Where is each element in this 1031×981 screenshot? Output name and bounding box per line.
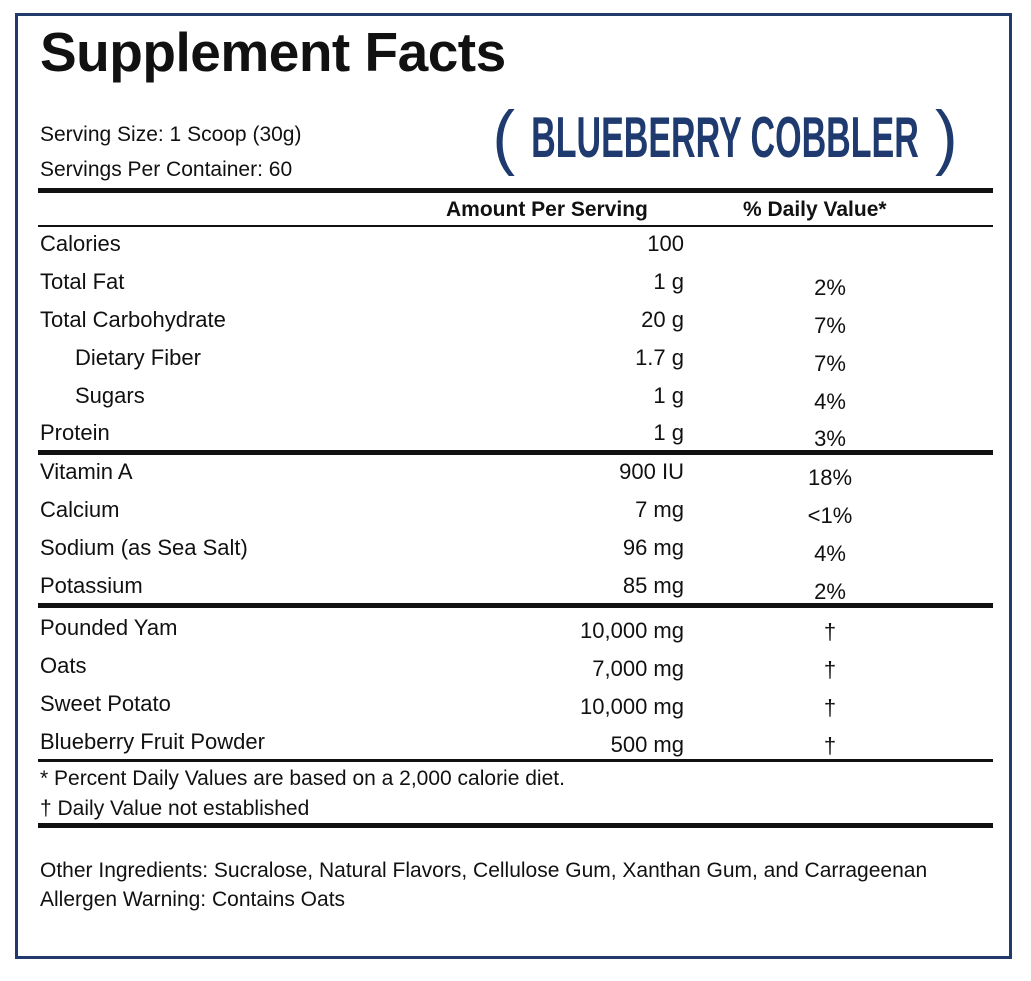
nutrient-amount: 1 g <box>653 269 684 294</box>
flavor-close-paren: ) <box>934 97 958 177</box>
divider-header <box>38 225 993 227</box>
serving-size: Serving Size: 1 Scoop (30g) <box>40 123 302 146</box>
ingredient-dv: † <box>823 619 837 644</box>
divider-minerals <box>38 603 993 608</box>
nutrient-row: Potassium 85 mg 2% <box>0 573 1031 604</box>
amount-header: Amount Per Serving <box>446 198 648 221</box>
ingredient-row: Blueberry Fruit Powder 500 mg † <box>0 729 1031 759</box>
nutrient-label: Potassium <box>40 573 143 598</box>
ingredient-amount: 7,000 mg <box>592 656 684 681</box>
nutrient-row: Total Fat 1 g 2% <box>0 269 1031 300</box>
flavor-badge: ( BLUEBERRY COBBLER ) <box>492 92 957 182</box>
nutrient-label: Vitamin A <box>40 459 133 484</box>
nutrient-row: Sugars 1 g 4% <box>0 383 1031 414</box>
nutrient-dv: 7% <box>814 351 846 376</box>
divider-bottom <box>38 823 993 828</box>
nutrient-label: Calories <box>40 231 121 256</box>
ingredient-amount: 500 mg <box>610 732 684 757</box>
ingredient-dv: † <box>823 695 837 720</box>
nutrient-row: Calcium 7 mg <1% <box>0 497 1031 528</box>
allergen-warning: Allergen Warning: Contains Oats <box>40 888 346 911</box>
flavor-open-paren: ( <box>492 97 516 177</box>
divider-macros <box>38 450 993 455</box>
nutrient-dv: 7% <box>814 313 846 338</box>
ingredient-label: Pounded Yam <box>40 615 178 640</box>
nutrient-label: Protein <box>40 420 110 445</box>
servings-per-container: Servings Per Container: 60 <box>40 158 293 181</box>
ingredient-row: Sweet Potato 10,000 mg † <box>0 691 1031 721</box>
divider-ingredients <box>38 759 993 762</box>
flavor-name: BLUEBERRY COBBLER <box>531 104 919 170</box>
other-ingredients: Other Ingredients: Sucralose, Natural Fl… <box>40 859 928 882</box>
nutrient-amount: 7 mg <box>635 497 684 522</box>
nutrient-row: Protein 1 g 3% <box>0 420 1031 451</box>
nutrient-label: Sodium (as Sea Salt) <box>40 535 248 560</box>
ingredient-amount: 10,000 mg <box>580 618 684 643</box>
nutrient-dv: 3% <box>814 426 846 451</box>
ingredient-row: Pounded Yam 10,000 mg † <box>0 615 1031 645</box>
footnote-percent: * Percent Daily Values are based on a 2,… <box>40 767 565 790</box>
nutrient-row: Vitamin A 900 IU 18% <box>0 459 1031 490</box>
ingredient-row: Oats 7,000 mg † <box>0 653 1031 683</box>
nutrient-amount: 96 mg <box>622 535 684 560</box>
nutrient-amount: 1 g <box>653 420 684 445</box>
nutrient-label: Calcium <box>40 497 120 522</box>
nutrient-row: Calories 100 <box>0 231 1031 261</box>
nutrient-row: Sodium (as Sea Salt) 96 mg 4% <box>0 535 1031 566</box>
nutrient-label: Total Fat <box>40 269 125 294</box>
nutrient-label: Dietary Fiber <box>75 345 201 370</box>
page-title: Supplement Facts <box>40 21 506 83</box>
ingredient-label: Oats <box>40 653 87 678</box>
ingredient-amount: 10,000 mg <box>580 694 684 719</box>
label-border <box>15 13 1012 959</box>
nutrient-dv: 4% <box>814 541 846 566</box>
nutrient-amount: 900 IU <box>619 459 684 484</box>
daily-value-header: % Daily Value* <box>743 198 887 221</box>
divider-top <box>38 188 993 193</box>
nutrient-dv: 4% <box>814 389 846 414</box>
nutrient-amount: 1.7 g <box>635 345 684 370</box>
nutrient-row: Dietary Fiber 1.7 g 7% <box>0 345 1031 376</box>
nutrient-dv: <1% <box>807 503 853 528</box>
nutrient-amount: 85 mg <box>622 573 684 598</box>
nutrient-amount: 1 g <box>653 383 684 408</box>
nutrient-dv: 2% <box>814 579 846 604</box>
footnote-dagger: † Daily Value not established <box>40 797 310 820</box>
nutrient-label: Total Carbohydrate <box>40 307 226 332</box>
nutrient-label: Sugars <box>75 383 145 408</box>
ingredient-label: Sweet Potato <box>40 691 171 716</box>
ingredient-dv: † <box>823 733 837 758</box>
nutrient-dv: 2% <box>814 275 846 300</box>
ingredient-dv: † <box>823 657 837 682</box>
other-ingredients-block: Other Ingredients: Sucralose, Natural Fl… <box>40 856 980 914</box>
nutrient-dv: 18% <box>807 465 853 490</box>
nutrient-amount: 20 g <box>641 307 684 332</box>
nutrient-amount: 100 <box>647 231 684 256</box>
ingredient-label: Blueberry Fruit Powder <box>40 729 265 754</box>
nutrient-row: Total Carbohydrate 20 g 7% <box>0 307 1031 338</box>
